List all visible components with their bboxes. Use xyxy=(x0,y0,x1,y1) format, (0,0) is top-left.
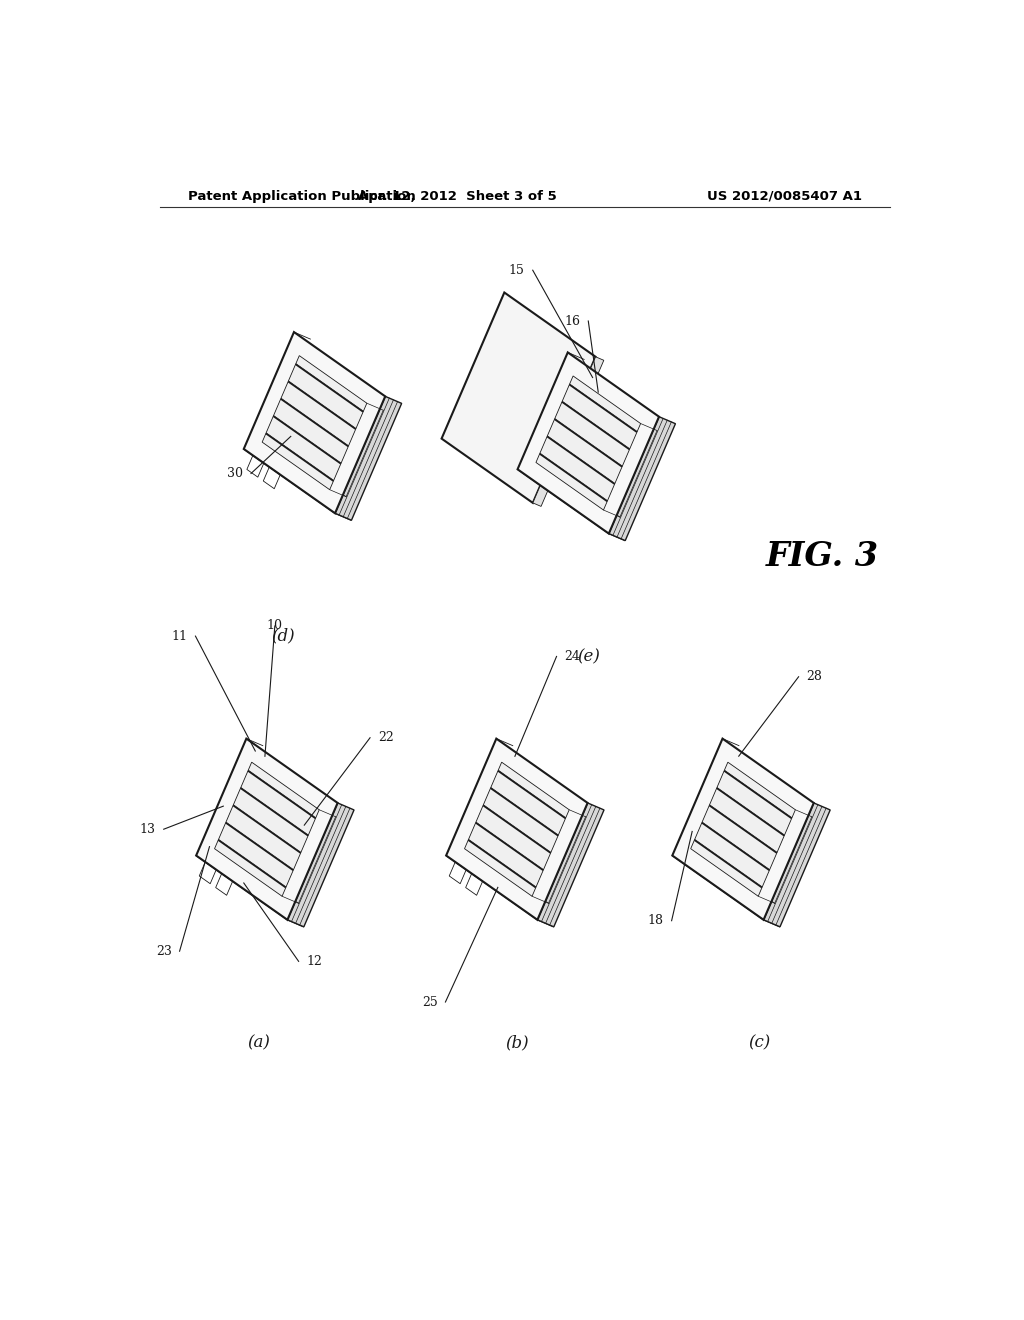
Polygon shape xyxy=(446,855,554,927)
Polygon shape xyxy=(262,355,367,490)
Polygon shape xyxy=(691,762,796,896)
Text: 11: 11 xyxy=(171,630,187,643)
Polygon shape xyxy=(536,376,641,510)
Text: 28: 28 xyxy=(807,671,822,684)
Text: US 2012/0085407 A1: US 2012/0085407 A1 xyxy=(708,190,862,202)
Polygon shape xyxy=(517,470,626,541)
Text: 12: 12 xyxy=(306,954,323,968)
Polygon shape xyxy=(673,739,814,920)
Polygon shape xyxy=(244,449,351,520)
Text: FIG. 3: FIG. 3 xyxy=(766,540,879,573)
Polygon shape xyxy=(335,396,401,520)
Text: 13: 13 xyxy=(139,822,156,836)
Polygon shape xyxy=(538,803,604,927)
Text: 16: 16 xyxy=(564,314,581,327)
Text: 10: 10 xyxy=(267,619,283,632)
Text: 30: 30 xyxy=(227,467,243,480)
Polygon shape xyxy=(288,803,354,927)
Text: 24: 24 xyxy=(564,649,581,663)
Text: (d): (d) xyxy=(271,627,295,644)
Polygon shape xyxy=(517,352,659,533)
Polygon shape xyxy=(215,762,319,896)
Text: (b): (b) xyxy=(505,1034,528,1051)
Text: 25: 25 xyxy=(422,995,437,1008)
Polygon shape xyxy=(197,739,338,920)
Text: 15: 15 xyxy=(509,264,524,277)
Text: 22: 22 xyxy=(378,731,394,744)
Text: 18: 18 xyxy=(648,915,664,927)
Polygon shape xyxy=(673,855,780,927)
Text: Patent Application Publication: Patent Application Publication xyxy=(187,190,416,202)
Polygon shape xyxy=(764,803,830,927)
Polygon shape xyxy=(609,417,676,541)
Polygon shape xyxy=(446,739,588,920)
Text: 23: 23 xyxy=(156,945,172,958)
Polygon shape xyxy=(532,356,604,507)
Polygon shape xyxy=(465,762,569,896)
Text: (c): (c) xyxy=(748,1034,770,1051)
Polygon shape xyxy=(197,855,304,927)
Text: Apr. 12, 2012  Sheet 3 of 5: Apr. 12, 2012 Sheet 3 of 5 xyxy=(358,190,557,202)
Polygon shape xyxy=(244,333,385,513)
Polygon shape xyxy=(441,293,596,503)
Text: (e): (e) xyxy=(577,648,600,665)
Text: (a): (a) xyxy=(248,1034,270,1051)
